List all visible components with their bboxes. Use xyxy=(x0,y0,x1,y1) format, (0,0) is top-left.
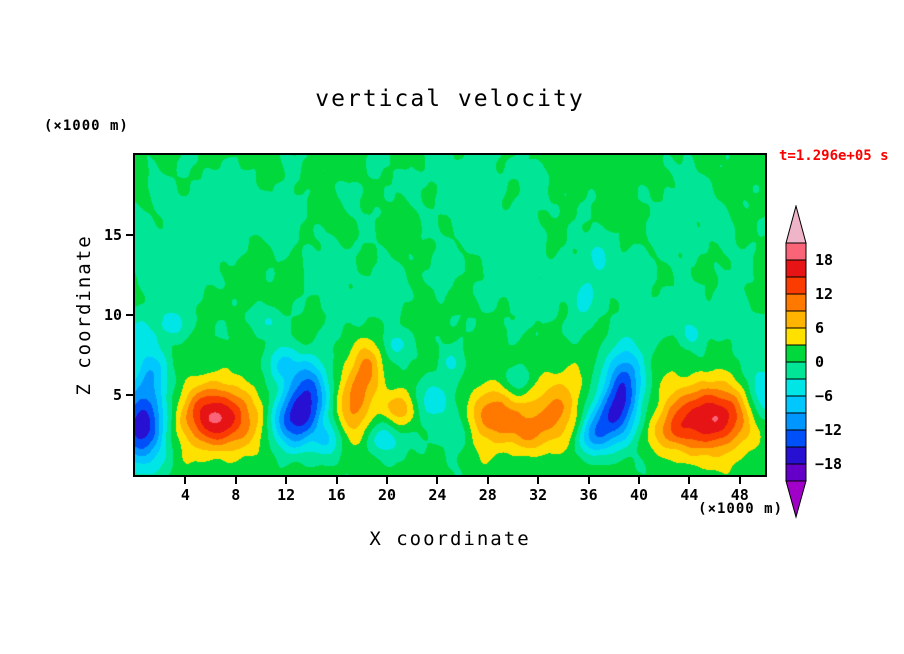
colorbar-band xyxy=(785,293,807,312)
colorbar-tick-label: 0 xyxy=(815,353,825,371)
x-tick-label: 44 xyxy=(680,486,699,504)
x-tick-label: 40 xyxy=(629,486,649,504)
time-label: t=1.296e+05 s xyxy=(779,148,889,164)
x-tick-label: 20 xyxy=(377,486,397,504)
x-tick-label: 12 xyxy=(277,486,296,504)
chart-title: vertical velocity xyxy=(315,86,585,112)
colorbar-band xyxy=(785,378,807,397)
colorbar-band xyxy=(785,429,807,448)
colorbar-band xyxy=(785,395,807,414)
x-axis-title: X coordinate xyxy=(369,528,531,550)
x-tick-label: 36 xyxy=(579,486,598,504)
colorbar-band xyxy=(785,327,807,346)
x-tick-label: 24 xyxy=(428,486,447,504)
plot-frame xyxy=(133,153,767,477)
x-tick-label: 16 xyxy=(327,486,346,504)
colorbar-band xyxy=(785,361,807,380)
colorbar xyxy=(785,205,807,519)
contour-canvas xyxy=(135,155,765,475)
x-tick-mark xyxy=(285,477,288,484)
colorbar-band xyxy=(785,344,807,363)
colorbar-tick-label: 6 xyxy=(815,319,825,337)
x-tick-mark xyxy=(587,477,590,484)
colorbar-tick-label: 18 xyxy=(815,251,834,269)
x-tick-mark xyxy=(738,477,741,484)
x-tick-label: 4 xyxy=(180,486,190,504)
x-axis-unit-label: (×1000 m) xyxy=(698,501,783,517)
colorbar-tick-label: −12 xyxy=(815,421,843,439)
x-tick-mark xyxy=(638,477,640,484)
colorbar-band xyxy=(785,242,807,261)
colorbar-band xyxy=(785,463,807,482)
x-tick-mark xyxy=(537,477,540,484)
colorbar-band xyxy=(785,259,807,278)
x-tick-label: 32 xyxy=(529,486,548,504)
y-tick-mark xyxy=(126,314,133,316)
y-tick-label: 10 xyxy=(103,306,122,324)
colorbar-band xyxy=(785,276,807,295)
colorbar-band xyxy=(785,310,807,329)
colorbar-arrow-bottom xyxy=(785,480,807,519)
x-tick-label: 8 xyxy=(231,486,241,504)
x-tick-mark xyxy=(234,477,237,484)
x-tick-mark xyxy=(688,477,691,484)
colorbar-arrow-top xyxy=(785,205,807,244)
x-tick-mark xyxy=(436,477,439,484)
y-tick-mark xyxy=(126,394,133,396)
colorbar-band xyxy=(785,412,807,431)
x-tick-mark xyxy=(335,477,338,484)
colorbar-band xyxy=(785,446,807,465)
x-tick-label: 48 xyxy=(730,486,749,504)
x-tick-mark xyxy=(386,477,388,484)
x-tick-mark xyxy=(486,477,489,484)
y-tick-label: 5 xyxy=(112,386,122,404)
colorbar-tick-label: 12 xyxy=(815,285,834,303)
y-tick-label: 15 xyxy=(103,226,122,244)
x-tick-mark xyxy=(184,477,187,484)
y-axis-unit-label: (×1000 m) xyxy=(44,118,129,134)
y-tick-mark xyxy=(126,234,133,236)
x-tick-label: 28 xyxy=(478,486,497,504)
colorbar-tick-label: −6 xyxy=(815,387,834,405)
colorbar-tick-label: −18 xyxy=(815,455,843,473)
